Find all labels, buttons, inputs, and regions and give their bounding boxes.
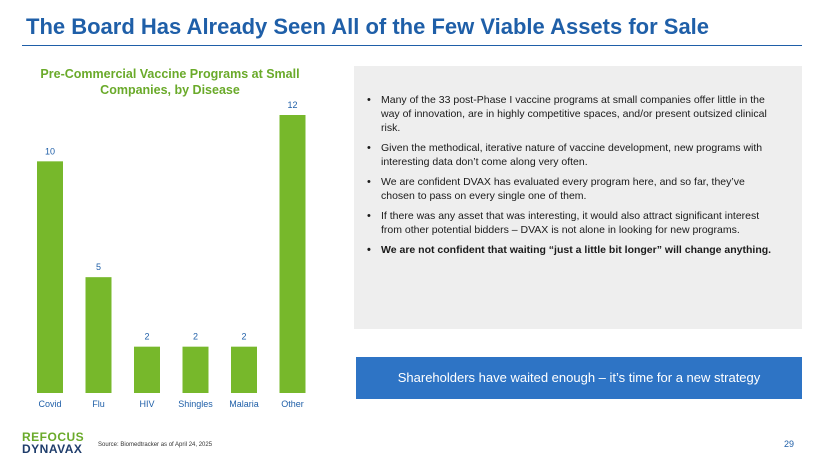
strategy-banner: Shareholders have waited enough – it’s t… [356,357,802,399]
data-label: 2 [144,332,149,342]
bar-shingles [182,346,209,393]
category-label: Flu [92,399,105,409]
data-label: 2 [193,332,198,342]
refocus-dynavax-logo: REFOCUS DYNAVAX [22,431,84,455]
category-label: Other [281,399,304,409]
bar-hiv [134,346,160,393]
category-label: Malaria [229,399,259,409]
bullet-item: Many of the 33 post-Phase I vaccine prog… [364,93,780,135]
bar-covid [37,161,63,393]
bullet-item: If there was any asset that was interest… [364,209,780,237]
title-divider [22,45,802,46]
chart-title: Pre-Commercial Vaccine Programs at Small… [40,67,300,97]
bullet-list: Many of the 33 post-Phase I vaccine prog… [364,93,780,257]
data-label: 10 [45,146,55,156]
bar-flu [85,277,112,393]
bullet-item: Given the methodical, iterative nature o… [364,141,780,169]
slide-title: The Board Has Already Seen All of the Fe… [26,14,710,39]
source-note: Source: Biomedtracker as of April 24, 20… [98,442,213,448]
category-label: Shingles [178,399,213,409]
category-label: HIV [139,399,154,409]
bar-malaria [231,346,257,393]
bullet-item: We are confident DVAX has evaluated ever… [364,175,780,203]
bullet-panel: Many of the 33 post-Phase I vaccine prog… [354,66,802,329]
data-label: 5 [96,262,101,272]
data-label: 12 [287,100,297,110]
bullet-item: We are not confident that waiting “just … [364,243,780,257]
logo-line-refocus: REFOCUS [22,430,85,444]
page-number: 29 [784,439,795,449]
category-label: Covid [38,399,61,409]
logo-line-dynavax: DYNAVAX [22,442,83,456]
data-label: 2 [241,332,246,342]
bar-other [279,115,306,393]
